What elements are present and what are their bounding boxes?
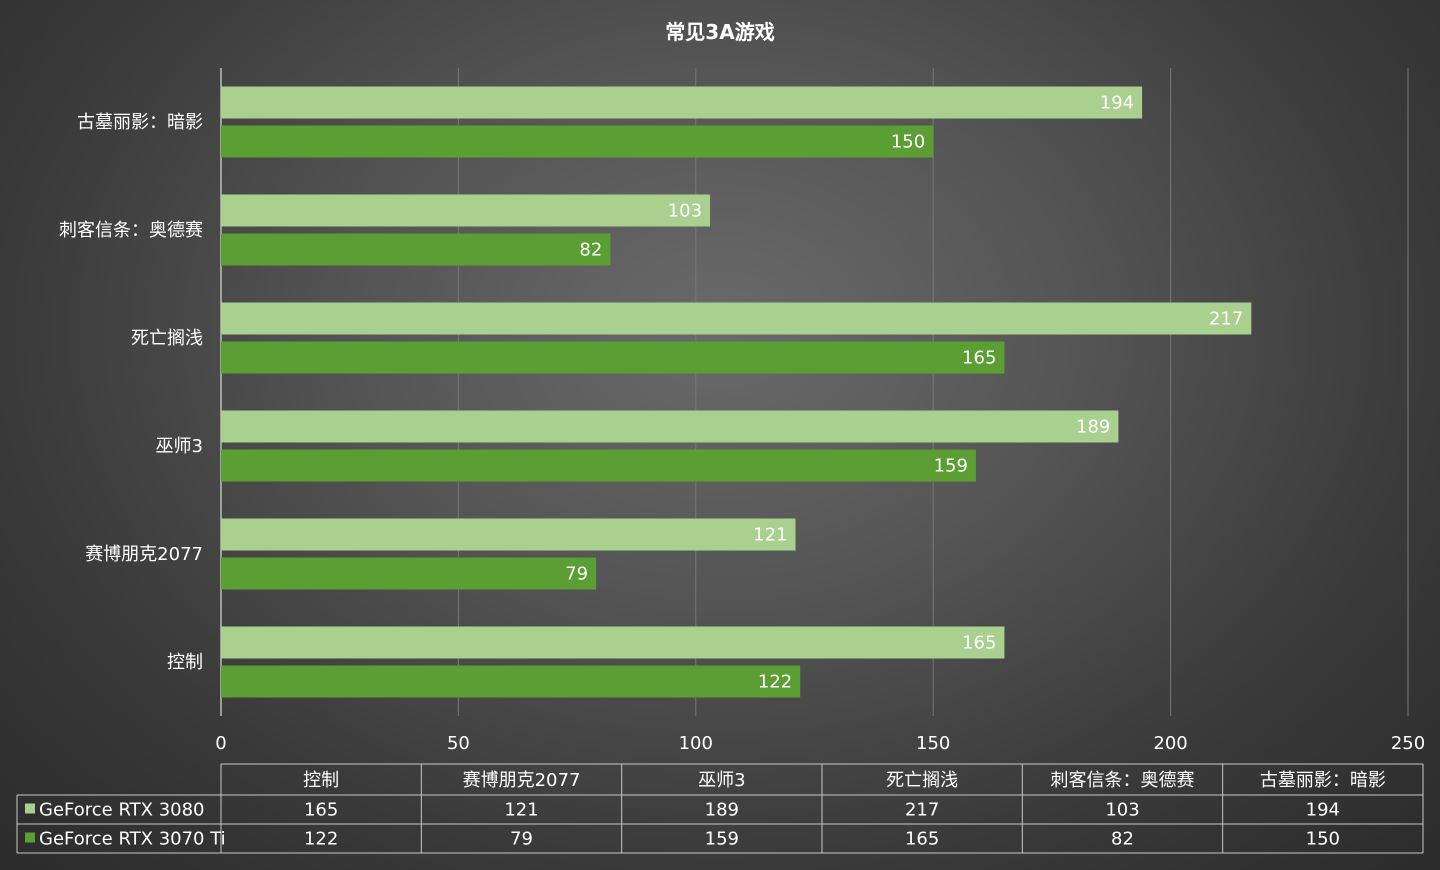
data-label: 82	[579, 240, 602, 261]
legend-label: GeForce RTX 3070 Ti	[39, 829, 226, 850]
table-header-cell: 死亡搁浅	[886, 770, 958, 791]
x-tick-label: 100	[679, 733, 713, 754]
bar	[221, 125, 934, 158]
table-value-cell: 165	[905, 829, 939, 850]
category-label: 巫师3	[156, 436, 203, 457]
data-table: 控制 赛博朋克2077 巫师3 死亡搁浅 刺客信条：奥德赛 古墓丽影：暗影 GeForce …	[16, 763, 1424, 854]
data-label: 189	[1076, 417, 1110, 438]
table-value-cell: 121	[504, 800, 538, 821]
x-tick-label: 150	[916, 733, 950, 754]
table-value-cell: 82	[1111, 829, 1134, 850]
grid-lines	[220, 68, 1409, 716]
bar	[221, 518, 796, 551]
x-tick-label: 250	[1391, 733, 1425, 754]
table-header-cell: 赛博朋克2077	[463, 770, 581, 791]
data-label: 159	[934, 456, 968, 477]
x-tick-label: 200	[1153, 733, 1187, 754]
bar	[221, 410, 1119, 443]
data-label: 165	[962, 348, 996, 369]
data-label: 122	[758, 672, 792, 693]
bar	[221, 557, 597, 590]
table-header-cell: 古墓丽影：暗影	[1260, 770, 1386, 791]
legend-label: GeForce RTX 3080	[39, 800, 205, 821]
bar	[221, 86, 1143, 119]
table-value-cell: 79	[510, 829, 533, 850]
table-value-cell: 189	[705, 800, 739, 821]
category-label: 刺客信条：奥德赛	[59, 220, 203, 241]
bar	[221, 302, 1252, 335]
table-value-cell: 165	[304, 800, 338, 821]
table-value-cell: 217	[905, 800, 939, 821]
data-label: 150	[891, 132, 925, 153]
bar	[221, 626, 1005, 659]
table-value-cell: 103	[1105, 800, 1139, 821]
bar	[221, 233, 611, 266]
bar	[221, 449, 976, 482]
x-tick-label: 50	[447, 733, 470, 754]
bar-series: 165 122 121 79 189 159 217 165 103 82 194 150	[221, 86, 1252, 698]
legend-swatch	[25, 803, 35, 814]
category-label: 死亡搁浅	[131, 328, 203, 349]
table-value-cell: 122	[304, 829, 338, 850]
data-label: 103	[668, 201, 702, 222]
table-header-cell: 刺客信条：奥德赛	[1051, 770, 1195, 791]
chart-title: 常见3A游戏	[665, 20, 774, 44]
bar	[221, 194, 711, 227]
table-header-cell: 巫师3	[698, 770, 745, 791]
data-label: 121	[753, 525, 787, 546]
category-label: 赛博朋克2077	[85, 544, 203, 565]
category-label: 控制	[167, 652, 203, 673]
table-value-cell: 159	[705, 829, 739, 850]
legend-swatch	[25, 832, 35, 843]
value-axis: 0 50 100 150 200 250	[215, 733, 1425, 754]
data-label: 165	[962, 633, 996, 654]
bar	[221, 341, 1005, 374]
category-axis: 控制 赛博朋克2077 巫师3 死亡搁浅 刺客信条：奥德赛 古墓丽影：暗影	[59, 112, 203, 673]
bar	[221, 665, 801, 698]
data-label: 217	[1209, 309, 1243, 330]
data-label: 79	[565, 564, 588, 585]
table-header-cell: 控制	[303, 770, 339, 791]
data-label: 194	[1100, 93, 1134, 114]
x-tick-label: 0	[215, 733, 226, 754]
table-value-cell: 194	[1306, 800, 1340, 821]
table-value-cell: 150	[1306, 829, 1340, 850]
category-label: 古墓丽影：暗影	[77, 112, 203, 133]
